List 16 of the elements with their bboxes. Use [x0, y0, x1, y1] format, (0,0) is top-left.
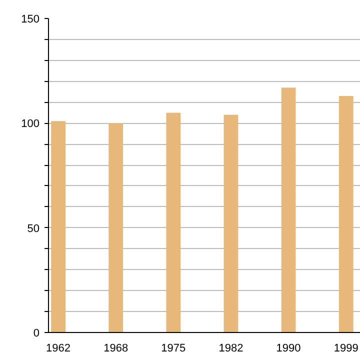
bar: [51, 121, 66, 332]
bar: [338, 96, 354, 332]
bar: [166, 112, 181, 332]
y-tick-label: 0: [33, 328, 40, 340]
bar: [224, 114, 238, 332]
bar: [281, 88, 296, 332]
x-tick-label: 1990: [276, 342, 301, 354]
bar: [108, 123, 124, 332]
x-tick-label: 1975: [161, 342, 186, 354]
x-tick-label: 1999: [334, 342, 358, 354]
y-tick-label: 100: [21, 118, 40, 130]
x-tick-label: 1968: [104, 342, 128, 354]
x-tick-label: 1982: [218, 342, 244, 354]
y-tick-label: 150: [21, 14, 40, 26]
x-tick-label: 1962: [46, 342, 71, 354]
y-tick-label: 50: [27, 222, 40, 235]
